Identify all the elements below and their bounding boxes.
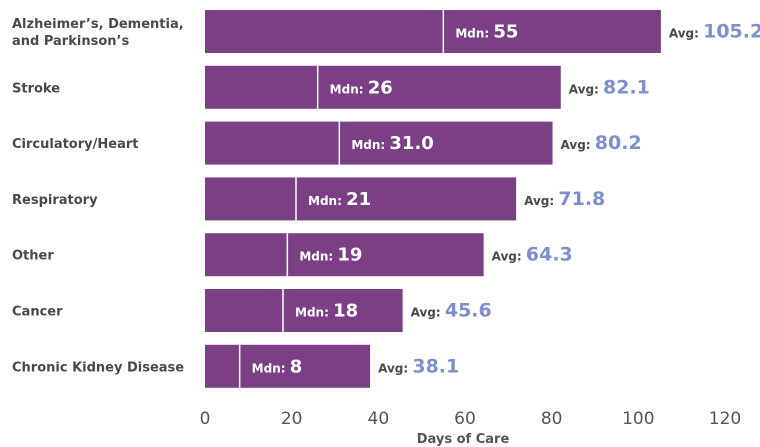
average-label: Avg: 45.6 [411, 300, 492, 322]
median-key-text: Mdn: [299, 250, 337, 264]
bar-avg [205, 10, 661, 53]
median-key-text: Mdn: [351, 138, 389, 152]
bars-layer [205, 10, 661, 388]
average-label: Avg: 105.2 [669, 21, 760, 43]
x-tick-label: 20 [281, 409, 303, 429]
average-value: 105.2 [703, 21, 760, 43]
median-value: 31.0 [389, 133, 433, 154]
median-value: 8 [290, 356, 303, 377]
category-label: Other [12, 249, 54, 264]
bar-avg [205, 233, 484, 277]
average-label: Avg: 38.1 [378, 355, 459, 377]
category-label: Circulatory/Heart [12, 137, 138, 152]
average-value: 45.6 [445, 300, 492, 322]
x-tick-label: 80 [541, 409, 563, 429]
median-label: Mdn: 31.0 [351, 133, 433, 154]
x-tick-label: 120 [709, 409, 741, 429]
x-axis-title: Days of Care [417, 432, 510, 447]
average-value: 80.2 [595, 132, 642, 154]
median-key-text: Mdn: [455, 27, 493, 41]
median-value: 21 [346, 189, 371, 210]
median-value: 55 [493, 22, 518, 43]
median-value: 19 [337, 245, 362, 266]
average-value: 64.3 [526, 244, 573, 266]
median-key-text: Mdn: [308, 194, 346, 208]
category-label: Chronic Kidney Disease [12, 360, 184, 375]
median-label: Mdn: 26 [330, 77, 393, 98]
average-key-text: Avg: [669, 27, 703, 41]
average-key-text: Avg: [524, 194, 558, 208]
average-key-text: Avg: [569, 82, 603, 96]
median-label: Mdn: 18 [295, 301, 358, 322]
x-tick-label: 40 [368, 409, 390, 429]
average-label: Avg: 71.8 [524, 188, 605, 210]
average-key-text: Avg: [561, 138, 595, 152]
bar-avg [205, 344, 371, 388]
median-value: 26 [368, 77, 393, 98]
average-key-text: Avg: [378, 361, 412, 375]
bar-avg [205, 289, 403, 332]
labels-layer: Alzheimer’s, Dementia, and Parkinson’s Mdn… [12, 17, 760, 377]
average-value: 82.1 [603, 76, 650, 98]
x-tick-label: 60 [454, 409, 476, 429]
median-value: 18 [333, 301, 358, 322]
average-label: Avg: 80.2 [561, 132, 642, 154]
average-value: 71.8 [558, 188, 605, 210]
median-key-text: Mdn: [252, 361, 290, 375]
median-label: Mdn: 19 [299, 245, 362, 266]
median-label: Mdn: 55 [455, 22, 518, 43]
bar-avg [205, 65, 561, 109]
x-tick-label: 100 [622, 409, 654, 429]
average-key-text: Avg: [411, 306, 445, 320]
average-label: Avg: 64.3 [492, 244, 573, 266]
median-label: Mdn: 21 [308, 189, 371, 210]
average-key-text: Avg: [492, 250, 526, 264]
category-label: Cancer [12, 305, 63, 320]
median-label: Mdn: 8 [252, 356, 303, 377]
average-value: 38.1 [412, 355, 459, 377]
median-key-text: Mdn: [330, 82, 368, 96]
median-key-text: Mdn: [295, 306, 333, 320]
category-label: Respiratory [12, 193, 98, 208]
x-tick-label: 0 [200, 409, 211, 429]
average-label: Avg: 82.1 [569, 76, 650, 98]
category-label: Alzheimer’s, Dementia, [12, 17, 184, 32]
category-label: Stroke [12, 81, 60, 96]
x-axis: 0 20 40 60 80 100 120 [200, 409, 742, 429]
bar-avg [205, 177, 517, 221]
category-label: and Parkinson’s [12, 34, 129, 49]
bar-avg [205, 121, 553, 165]
